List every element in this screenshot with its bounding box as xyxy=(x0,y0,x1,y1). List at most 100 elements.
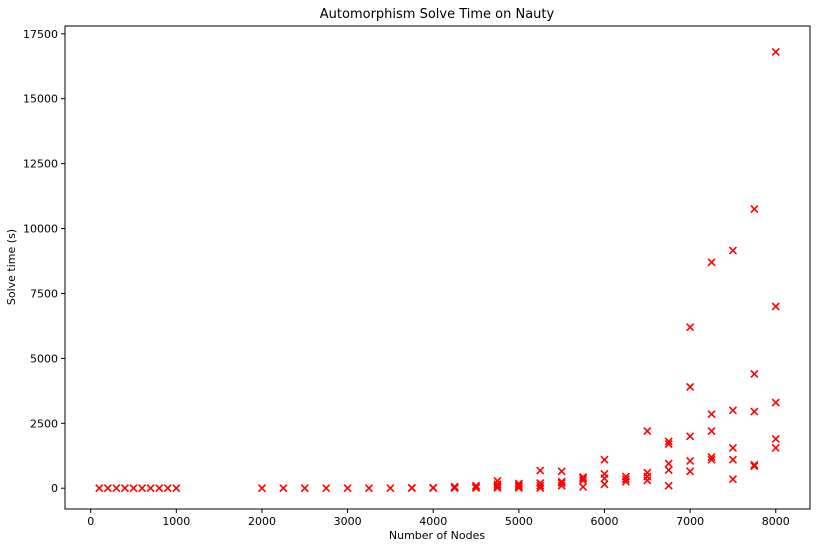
data-point xyxy=(707,427,716,436)
data-point xyxy=(707,455,716,464)
data-points xyxy=(95,47,780,493)
y-tick-label: 2500 xyxy=(30,417,58,430)
marker-stroke xyxy=(664,437,673,446)
marker-stroke xyxy=(750,205,759,214)
data-point xyxy=(386,484,395,493)
data-point xyxy=(707,410,716,419)
marker-stroke xyxy=(103,484,112,493)
data-point xyxy=(112,484,121,493)
marker-stroke xyxy=(621,475,630,484)
data-point xyxy=(643,468,652,477)
data-point xyxy=(493,476,502,486)
data-point xyxy=(771,302,780,311)
data-point xyxy=(600,469,609,479)
data-point xyxy=(95,484,104,493)
data-point xyxy=(771,434,780,443)
marker-stroke xyxy=(386,484,395,493)
data-point xyxy=(707,258,716,267)
plot-frame xyxy=(64,25,811,510)
marker-stroke xyxy=(664,481,673,490)
marker-stroke xyxy=(471,482,481,491)
marker-stroke xyxy=(493,476,502,486)
y-axis-label: Solve time (s) xyxy=(5,229,18,305)
marker-stroke xyxy=(557,478,566,488)
axis-ticks: 0 1000 2000 3000 4000 5000 6000 7000 8000 0 2500 50… xyxy=(23,28,790,528)
marker-stroke xyxy=(686,382,695,392)
marker-stroke xyxy=(728,406,737,415)
data-point xyxy=(138,484,147,493)
marker-stroke xyxy=(429,483,438,492)
data-point xyxy=(621,472,630,481)
marker-stroke xyxy=(343,484,352,493)
data-point xyxy=(471,481,481,490)
marker-stroke xyxy=(707,427,716,436)
data-point xyxy=(514,482,523,491)
data-point xyxy=(557,478,566,488)
data-point xyxy=(686,382,695,392)
y-tick-label: 10000 xyxy=(23,223,58,236)
x-tick-label: 3000 xyxy=(334,515,362,528)
marker-stroke xyxy=(771,302,780,311)
marker-stroke xyxy=(579,472,588,482)
marker-stroke xyxy=(155,484,164,493)
data-point xyxy=(129,484,138,493)
marker-stroke xyxy=(407,483,416,492)
marker-stroke xyxy=(643,468,652,477)
marker-stroke xyxy=(707,452,716,462)
data-point xyxy=(686,456,695,466)
data-point xyxy=(343,484,352,493)
data-point xyxy=(707,452,716,462)
marker-stroke xyxy=(664,465,673,475)
marker-stroke xyxy=(750,369,759,379)
data-point xyxy=(771,47,780,57)
data-point xyxy=(279,484,288,493)
marker-stroke xyxy=(172,484,181,493)
data-point xyxy=(728,406,737,415)
marker-stroke xyxy=(686,456,695,466)
data-point xyxy=(728,246,737,255)
marker-stroke xyxy=(771,47,780,57)
marker-stroke xyxy=(112,484,121,493)
data-point xyxy=(172,484,181,493)
marker-stroke xyxy=(450,482,459,491)
data-point xyxy=(450,482,459,491)
data-point xyxy=(600,455,609,464)
marker-stroke xyxy=(686,323,695,332)
marker-stroke xyxy=(707,410,716,419)
marker-stroke xyxy=(728,443,737,453)
x-tick-label: 5000 xyxy=(505,515,533,528)
data-point xyxy=(686,323,695,332)
marker-stroke xyxy=(707,258,716,267)
data-point xyxy=(300,484,309,493)
marker-stroke xyxy=(514,482,523,491)
data-point xyxy=(514,481,523,490)
marker-stroke xyxy=(279,484,288,493)
marker-stroke xyxy=(600,455,609,464)
marker-stroke xyxy=(471,481,481,490)
marker-stroke xyxy=(163,484,172,493)
marker-stroke xyxy=(643,427,652,436)
data-point xyxy=(429,483,438,492)
data-point xyxy=(728,455,737,464)
y-tick-label: 5000 xyxy=(30,352,58,365)
data-point xyxy=(621,475,630,484)
data-point xyxy=(579,476,588,485)
data-point xyxy=(750,460,759,469)
x-tick-label: 6000 xyxy=(590,515,618,528)
marker-stroke xyxy=(536,466,545,475)
data-point xyxy=(728,475,737,484)
data-point xyxy=(536,478,545,488)
marker-stroke xyxy=(557,467,566,476)
marker-stroke xyxy=(600,469,609,479)
data-point xyxy=(163,484,172,493)
x-tick-label: 0 xyxy=(87,515,94,528)
marker-stroke xyxy=(728,475,737,484)
data-point xyxy=(664,481,673,490)
data-point xyxy=(471,482,481,491)
data-point xyxy=(750,407,759,416)
marker-stroke xyxy=(707,455,716,464)
data-point xyxy=(664,465,673,475)
data-point xyxy=(557,467,566,476)
marker-stroke xyxy=(750,460,759,469)
data-point xyxy=(322,484,331,493)
